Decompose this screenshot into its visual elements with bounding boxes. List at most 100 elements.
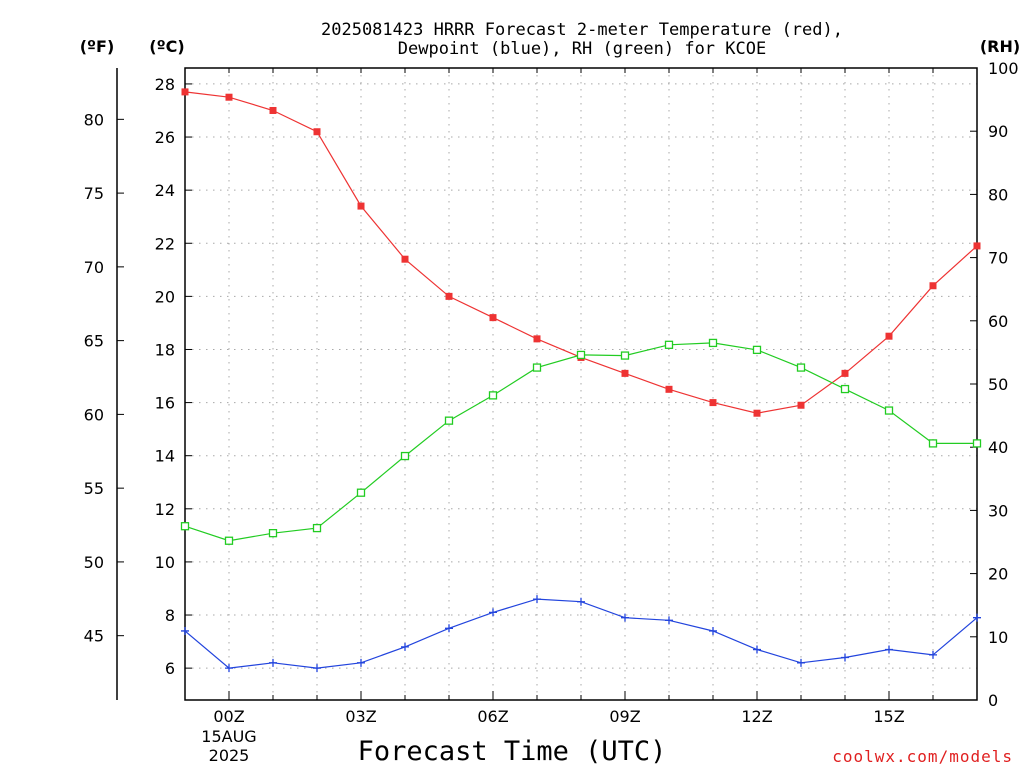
celsius-tick-label: 26 xyxy=(155,128,175,147)
fahrenheit-unit-label: (ºF) xyxy=(80,37,115,56)
source-credit: coolwx.com/models xyxy=(832,747,1013,766)
celsius-tick-label: 10 xyxy=(155,553,175,572)
x-date-label: 2025 xyxy=(209,746,250,765)
point-dewpoint xyxy=(489,608,497,617)
x-axis-label: Forecast Time (UTC) xyxy=(358,736,667,767)
point-rh xyxy=(752,345,762,355)
point-temp xyxy=(489,314,497,322)
axes: 45 50 55 60 65 70 75 80 6 8 10 12 14 16 18 20 22 24 26 28 0 1… xyxy=(84,59,1019,765)
point-dewpoint xyxy=(313,664,321,673)
point-rh xyxy=(796,363,806,372)
x-tick-label: 12Z xyxy=(741,707,772,726)
fahrenheit-tick-label: 80 xyxy=(84,110,104,129)
series-line-dewpoint xyxy=(184,598,978,669)
point-dewpoint xyxy=(885,645,893,654)
point-dewpoint xyxy=(577,597,585,606)
point-rh xyxy=(532,363,542,372)
fahrenheit-tick-label: 50 xyxy=(84,553,104,572)
fahrenheit-tick-label: 70 xyxy=(84,258,104,277)
rh-tick-label: 40 xyxy=(988,438,1008,457)
point-rh xyxy=(180,522,190,531)
series-dewpoint xyxy=(181,595,981,673)
x-tick-label: 09Z xyxy=(609,707,640,726)
x-date-label: 15AUG xyxy=(201,727,256,746)
point-dewpoint xyxy=(929,650,937,659)
point-rh xyxy=(708,338,718,348)
series-temp xyxy=(181,88,981,417)
point-temp xyxy=(181,88,189,96)
point-rh xyxy=(928,439,938,448)
point-rh xyxy=(312,523,322,533)
rh-tick-label: 70 xyxy=(988,249,1008,268)
x-tick-label: 03Z xyxy=(345,707,376,726)
celsius-tick-label: 12 xyxy=(155,500,175,519)
point-temp xyxy=(269,106,277,114)
point-temp xyxy=(533,335,541,343)
x-tick-label: 06Z xyxy=(477,707,508,726)
title-line-1: 2025081423 HRRR Forecast 2-meter Tempera… xyxy=(321,20,843,40)
point-dewpoint xyxy=(357,658,365,667)
chart-title: 2025081423 HRRR Forecast 2-meter Tempera… xyxy=(321,20,843,59)
data-series xyxy=(180,88,982,673)
point-dewpoint xyxy=(797,658,805,667)
x-tick-label: 15Z xyxy=(873,707,904,726)
point-dewpoint xyxy=(401,642,409,651)
point-rh xyxy=(400,451,410,461)
point-temp xyxy=(225,93,233,101)
x-tick-label: 00Z xyxy=(213,707,244,726)
point-dewpoint xyxy=(445,624,453,633)
rh-tick-label: 30 xyxy=(988,501,1008,520)
point-rh xyxy=(268,529,278,538)
grid-lines xyxy=(185,68,977,700)
celsius-tick-label: 28 xyxy=(155,75,175,94)
point-rh xyxy=(664,340,674,349)
point-dewpoint xyxy=(665,616,673,625)
point-dewpoint xyxy=(181,626,189,635)
point-rh xyxy=(576,350,586,360)
point-rh xyxy=(356,488,366,497)
rh-tick-label: 100 xyxy=(988,59,1019,78)
point-temp xyxy=(973,242,981,250)
celsius-tick-label: 22 xyxy=(155,234,175,253)
point-temp xyxy=(841,369,849,377)
point-dewpoint xyxy=(709,626,717,635)
fahrenheit-tick-label: 55 xyxy=(84,479,104,498)
point-temp xyxy=(665,385,673,393)
point-rh xyxy=(840,384,850,394)
celsius-tick-label: 24 xyxy=(155,181,175,200)
point-rh xyxy=(224,536,234,545)
point-temp xyxy=(797,401,805,409)
series-line-rh xyxy=(184,342,977,542)
rh-tick-label: 50 xyxy=(988,375,1008,394)
fahrenheit-tick-label: 65 xyxy=(84,332,104,351)
fahrenheit-tick-label: 45 xyxy=(84,627,104,646)
point-dewpoint xyxy=(973,613,981,622)
point-dewpoint xyxy=(533,595,541,604)
point-dewpoint xyxy=(841,653,849,662)
celsius-tick-label: 6 xyxy=(165,659,175,678)
fahrenheit-tick-label: 75 xyxy=(84,184,104,203)
point-rh xyxy=(884,406,894,415)
point-temp xyxy=(357,202,365,210)
celsius-tick-label: 18 xyxy=(155,340,175,359)
point-temp xyxy=(885,332,893,340)
point-rh xyxy=(972,439,982,448)
rh-unit-label: (RH) xyxy=(980,37,1020,56)
celsius-tick-label: 20 xyxy=(155,287,175,306)
point-temp xyxy=(753,409,761,417)
point-dewpoint xyxy=(269,658,277,667)
series-line-temp xyxy=(184,91,978,414)
celsius-tick-label: 14 xyxy=(155,447,175,466)
point-temp xyxy=(401,255,409,263)
series-rh xyxy=(180,338,982,545)
point-temp xyxy=(445,292,453,300)
rh-tick-label: 90 xyxy=(988,122,1008,141)
rh-tick-label: 0 xyxy=(988,691,998,710)
celsius-unit-label: (ºC) xyxy=(149,37,184,56)
rh-tick-label: 60 xyxy=(988,312,1008,331)
rh-tick-label: 80 xyxy=(988,185,1008,204)
fahrenheit-tick-label: 60 xyxy=(84,405,104,424)
rh-tick-label: 10 xyxy=(988,628,1008,647)
rh-tick-label: 20 xyxy=(988,565,1008,584)
